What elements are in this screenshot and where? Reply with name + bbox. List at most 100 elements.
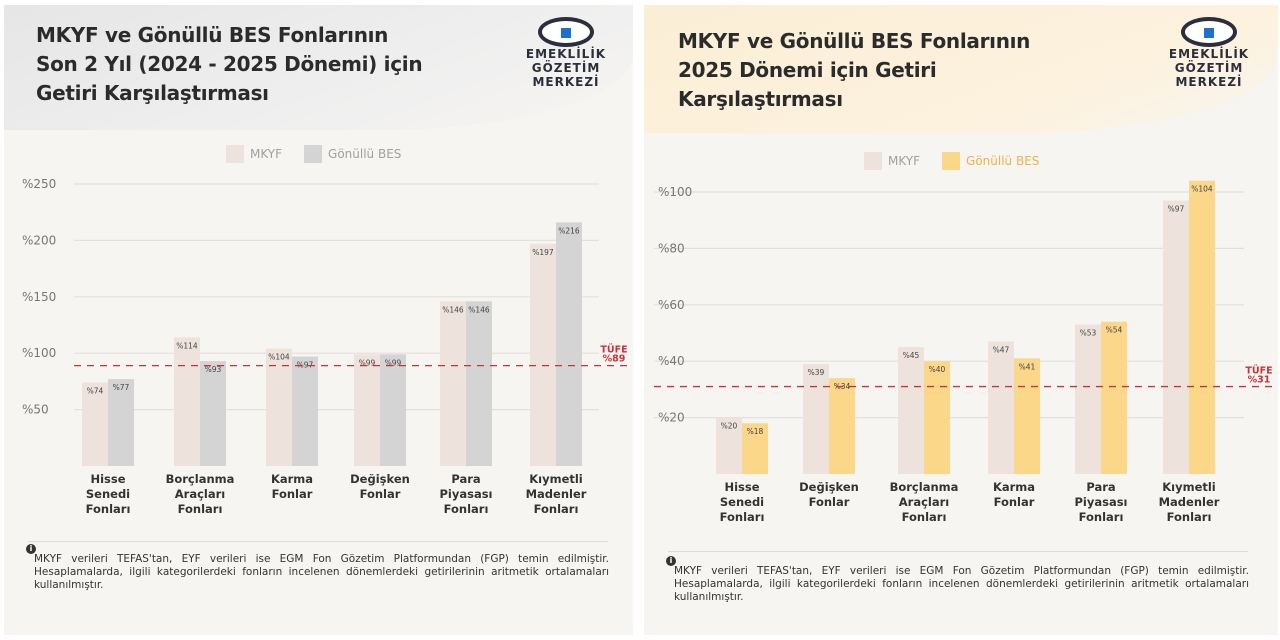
bar-bes [108, 379, 134, 466]
y-tick-label: %150 [22, 290, 56, 304]
x-category-label: Fonları [444, 502, 489, 516]
y-tick-label: %20 [658, 411, 685, 425]
logo-text: MERKEZİ [532, 75, 600, 89]
title-line: MKYF ve Gönüllü BES Fonlarının [36, 23, 389, 47]
x-category-label: Kıymetli [529, 472, 583, 486]
bar-bes [200, 361, 226, 466]
legend-swatch [942, 152, 961, 170]
egm-logo: EMEKLİLİK GÖZETİM MERKEZİ [1164, 17, 1254, 89]
y-tick-label: %80 [658, 241, 685, 255]
bar-mkyf [803, 364, 829, 474]
legend-label: MKYF [250, 147, 283, 161]
footnote: i MKYF verileri TEFAS'tan, EYF verileri i… [666, 556, 1249, 604]
x-category-label: Fonları [902, 510, 947, 524]
legend-swatch [226, 145, 244, 163]
eye-logo-icon [538, 17, 594, 47]
bar-bes [466, 301, 492, 466]
x-category-label: Fonları [720, 510, 765, 524]
x-category-label: Borçlanma [166, 472, 235, 486]
x-category-label: Fonları [86, 502, 131, 516]
logo-text: GÖZETİM [1174, 61, 1244, 75]
legend-label: MKYF [888, 154, 921, 168]
data-label: %146 [468, 305, 490, 314]
y-tick-label: %250 [22, 177, 56, 191]
legend-item-mkyf: MKYF [864, 152, 920, 170]
chart-panel-2024-2025: MKYF ve Gönüllü BES Fonlarının Son 2 Yıl… [4, 5, 633, 635]
x-category-label: Fonlar [994, 495, 1035, 509]
info-icon: i [666, 556, 676, 566]
title-line: 2025 Dönemi için Getiri [678, 58, 937, 82]
title-line: MKYF ve Gönüllü BES Fonlarının [678, 29, 1031, 53]
x-category-label: Araçları [899, 495, 949, 509]
x-category-label: Fonları [1167, 510, 1212, 524]
legend: MKYF Gönüllü BES [864, 152, 1039, 170]
data-label: %197 [532, 248, 554, 257]
x-category-label: Para [1086, 480, 1115, 494]
bar-mkyf [174, 337, 200, 466]
data-label: %99 [359, 358, 376, 367]
header-band [644, 5, 1278, 133]
x-category-label: Değişken [350, 472, 410, 486]
bar-bes [1189, 180, 1215, 474]
title-line: Getiri Karşılaştırması [36, 81, 269, 105]
x-category-label: Senedi [86, 487, 130, 501]
x-category-label: Araçları [175, 487, 225, 501]
bar-bes [829, 378, 855, 474]
chart-title: MKYF ve Gönüllü BES Fonlarının 2025 Döne… [678, 27, 1118, 114]
divider [28, 541, 608, 542]
y-tick-label: %60 [658, 298, 685, 312]
tufe-value: %89 [603, 354, 626, 365]
legend-item-bes: Gönüllü BES [942, 152, 1039, 170]
info-icon: i [26, 544, 36, 554]
bar-bes [742, 423, 768, 474]
bar-mkyf [440, 301, 466, 466]
x-category-label: Karma [271, 472, 313, 486]
logo-text: EMEKLİLİK [1168, 47, 1250, 61]
header-band [4, 5, 633, 130]
data-label: %97 [297, 361, 314, 370]
data-label: %99 [385, 358, 402, 367]
logo-text: GÖZETİM [531, 61, 601, 75]
x-category-label: Fonları [1079, 510, 1124, 524]
divider [668, 551, 1248, 552]
legend-label: Gönüllü BES [966, 154, 1040, 168]
x-category-label: Fonlar [272, 487, 313, 501]
bar-chart: %20%40%60%80%100%20%39%45%47%53%97%18%34… [654, 180, 1274, 524]
x-category-label: Borçlanma [890, 480, 959, 494]
y-tick-label: %100 [658, 185, 692, 199]
x-category-label: Fonları [534, 502, 579, 516]
bar-mkyf [898, 347, 924, 474]
data-label: %41 [1019, 362, 1036, 371]
bar-bes [380, 354, 406, 466]
data-label: %97 [1168, 204, 1185, 213]
x-category-label: Madenler [526, 487, 587, 501]
data-label: %104 [1191, 185, 1213, 194]
data-label: %54 [1106, 326, 1123, 335]
footnote-text: MKYF verileri TEFAS'tan, EYF verileri is… [34, 553, 609, 591]
x-category-label: Para [451, 472, 480, 486]
data-label: %216 [558, 226, 580, 235]
data-label: %53 [1080, 329, 1097, 338]
data-label: %40 [929, 365, 946, 374]
data-label: %47 [993, 345, 1010, 354]
bar-bes [924, 361, 950, 474]
bar-mkyf [1075, 324, 1101, 474]
tufe-value: %31 [1248, 375, 1271, 386]
data-label: %20 [721, 422, 738, 431]
footnote: i MKYF verileri TEFAS'tan, EYF verileri i… [26, 544, 609, 592]
legend-label: Gönüllü BES [328, 147, 402, 161]
footnote-text: MKYF verileri TEFAS'tan, EYF verileri is… [674, 565, 1249, 603]
data-label: %18 [747, 427, 764, 436]
logo-text: MERKEZİ [1175, 75, 1243, 89]
y-tick-label: %200 [22, 233, 56, 247]
data-label: %114 [176, 341, 198, 350]
eye-logo-icon [1181, 17, 1237, 47]
x-category-label: Hisse [724, 480, 759, 494]
data-label: %74 [87, 387, 104, 396]
legend-item-mkyf: MKYF [226, 145, 282, 163]
bar-mkyf [716, 417, 742, 474]
bar-mkyf [354, 354, 380, 466]
legend-swatch [864, 152, 882, 170]
x-category-label: Hisse [90, 472, 125, 486]
bar-bes [292, 356, 318, 466]
